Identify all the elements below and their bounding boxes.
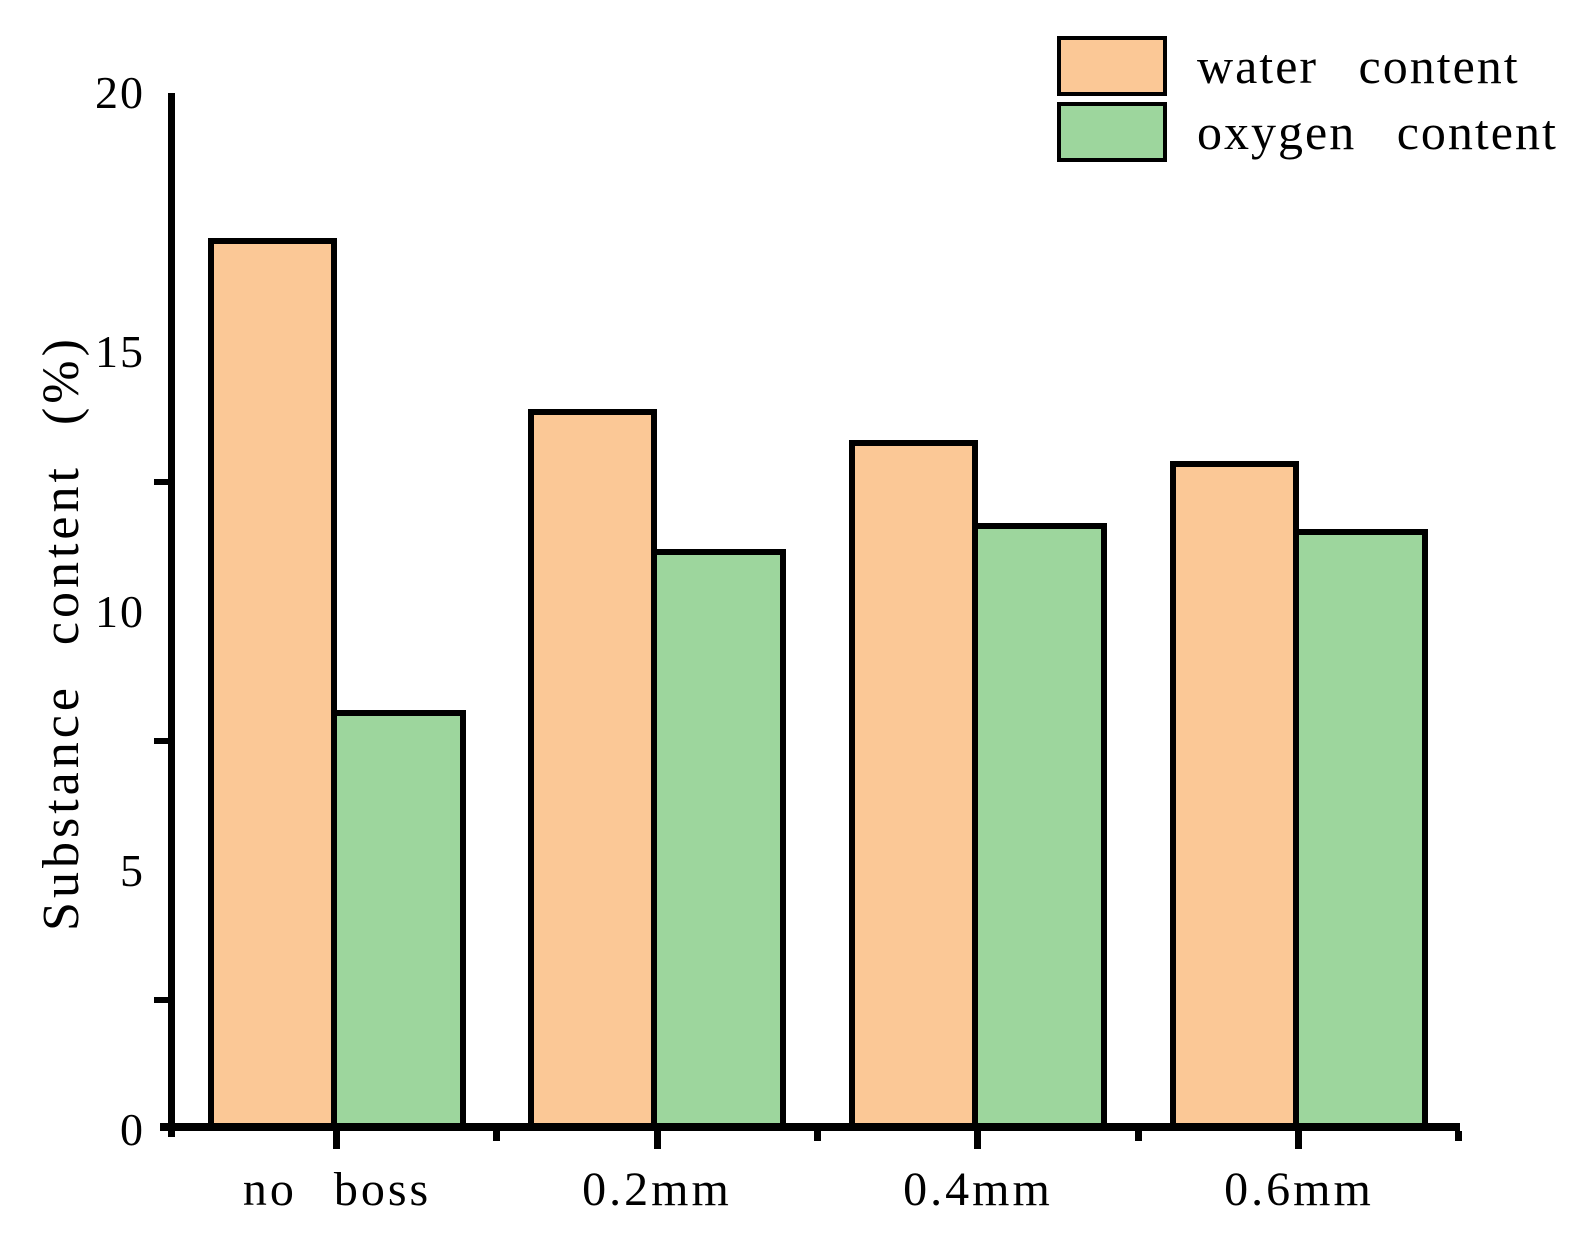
- y-axis-tick-label-0: 0: [120, 1104, 145, 1155]
- y-axis-minor-tick: [154, 997, 168, 1003]
- bar-oxygen-0: [331, 710, 466, 1131]
- x-axis-major-tick: [654, 1131, 661, 1149]
- legend-item-water-content: water content: [1057, 36, 1558, 96]
- bar-oxygen-1: [651, 549, 786, 1131]
- y-axis-line: [168, 93, 175, 1137]
- legend-label: oxygen content: [1197, 104, 1558, 160]
- x-axis-minor-tick: [814, 1131, 821, 1141]
- legend-color-swatch: [1057, 102, 1167, 162]
- x-axis-line: [160, 1123, 1460, 1131]
- y-axis-tick-label-10: 10: [95, 586, 145, 637]
- legend-color-swatch: [1057, 36, 1167, 96]
- y-axis-tick-label-15: 15: [95, 326, 145, 377]
- legend: water content oxygen content: [1057, 36, 1558, 168]
- y-axis-minor-tick: [154, 738, 168, 744]
- y-axis-tick-label-20: 20: [95, 67, 145, 118]
- x-axis-tick-label-2: 0.4mm: [903, 1163, 1053, 1216]
- bar-water-2: [849, 440, 978, 1131]
- legend-label: water content: [1197, 38, 1520, 94]
- bar-oxygen-3: [1293, 529, 1428, 1131]
- y-axis-tick-label-5: 5: [120, 845, 145, 896]
- x-axis-major-tick: [1295, 1131, 1302, 1149]
- x-axis-major-tick: [974, 1131, 981, 1149]
- bar-water-0: [208, 238, 337, 1131]
- x-axis-major-tick: [333, 1131, 340, 1149]
- x-axis-tick-label-3: 0.6mm: [1224, 1163, 1374, 1216]
- y-axis-minor-tick: [154, 479, 168, 485]
- x-axis-minor-tick: [1455, 1131, 1462, 1141]
- legend-item-oxygen-content: oxygen content: [1057, 102, 1558, 162]
- bar-water-3: [1170, 461, 1299, 1131]
- x-axis-minor-tick: [1135, 1131, 1142, 1141]
- x-axis-tick-label-1: 0.2mm: [582, 1163, 732, 1216]
- bar-oxygen-2: [972, 523, 1107, 1131]
- x-axis-minor-tick: [493, 1131, 500, 1141]
- bar-water-1: [528, 409, 657, 1131]
- x-axis-tick-label-0: no boss: [242, 1163, 432, 1216]
